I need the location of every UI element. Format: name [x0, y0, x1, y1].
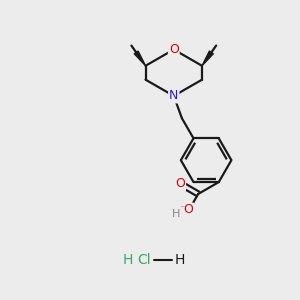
Polygon shape [202, 51, 213, 66]
Text: O: O [169, 43, 179, 56]
Text: N: N [169, 89, 178, 102]
Text: Cl: Cl [137, 253, 151, 267]
Text: H: H [122, 253, 133, 267]
Text: H: H [175, 253, 185, 267]
Text: O: O [183, 203, 193, 217]
Text: H: H [171, 209, 180, 219]
Text: ⁻: ⁻ [179, 204, 184, 214]
Polygon shape [134, 51, 146, 66]
Text: O: O [175, 177, 185, 190]
